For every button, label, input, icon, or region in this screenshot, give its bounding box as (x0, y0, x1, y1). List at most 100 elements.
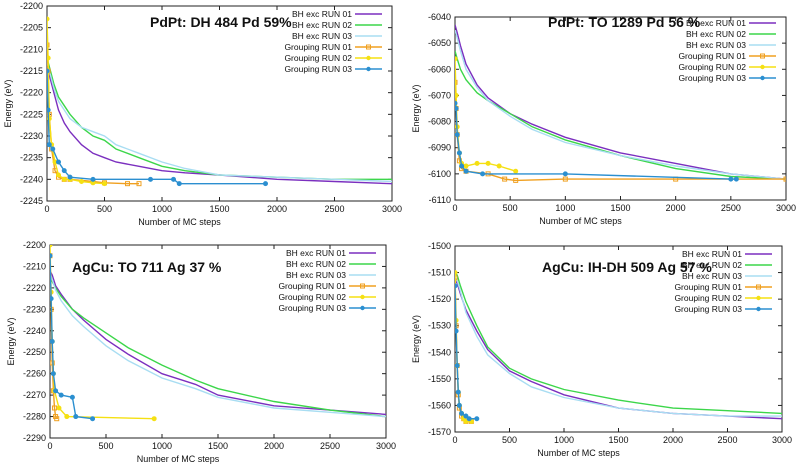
x-tick-label: 2000 (666, 203, 686, 213)
chart-panel-2: 0 500 1000 1500 2000 2500 3000 -6110 -6100 -6090 -… (411, 12, 796, 226)
y-tick-label: -2240 (20, 174, 43, 184)
series-1 (47, 66, 392, 185)
data-point (496, 163, 502, 169)
legend-label: Grouping RUN 02 (678, 62, 746, 72)
data-point (455, 100, 458, 106)
data-point (474, 160, 480, 166)
y-tick-label: -2290 (23, 433, 46, 443)
series-3 (50, 272, 386, 418)
data-point (455, 56, 458, 62)
y-tick-label: -6110 (429, 195, 451, 205)
legend-marker (360, 294, 365, 300)
series-line (455, 103, 737, 180)
data-point (58, 392, 64, 398)
y-tick-label: -2280 (23, 412, 46, 422)
data-point (733, 176, 739, 182)
data-point (50, 296, 54, 302)
data-point (455, 363, 460, 369)
x-tick-label: 0 (44, 204, 49, 214)
x-tick-label: 3000 (382, 204, 402, 214)
x-tick-label: 2500 (721, 203, 741, 213)
x-tick-label: 1000 (554, 435, 574, 445)
x-tick-label: 2500 (320, 441, 340, 451)
legend-label: BH exc RUN 01 (286, 248, 346, 258)
data-point (47, 16, 50, 22)
data-point (455, 106, 459, 111)
y-tick-label: -1530 (428, 321, 451, 331)
y-tick-label: -1560 (428, 400, 451, 410)
data-point (47, 68, 50, 74)
data-point (562, 171, 568, 177)
legend-label: BH exc RUN 02 (686, 29, 746, 39)
x-tick-label: 1000 (152, 204, 172, 214)
legend-label: BH exc RUN 02 (292, 20, 352, 30)
y-tick-label: -2240 (23, 326, 46, 336)
series-6 (455, 100, 739, 182)
legend-marker (366, 66, 371, 72)
data-point (456, 402, 462, 408)
x-tick-label: 2000 (663, 435, 683, 445)
y-tick-label: -2260 (23, 369, 46, 379)
series-line (455, 82, 786, 182)
y-tick-label: -2210 (20, 44, 43, 54)
data-point (90, 176, 96, 182)
data-point (171, 176, 177, 182)
data-point (151, 416, 157, 422)
chart-panel-1: 0 500 1000 1500 2000 2500 3000 -2245 -2240 -2235 -… (3, 1, 402, 227)
data-point (455, 389, 461, 395)
series-line (455, 29, 786, 180)
y-tick-label: -6100 (428, 169, 451, 179)
y-tick-label: -2225 (20, 109, 43, 119)
series-line (455, 50, 786, 180)
data-point (455, 132, 460, 138)
x-tick-label: 1000 (555, 203, 575, 213)
legend-label: BH exc RUN 01 (686, 18, 746, 28)
legend-label: Grouping RUN 02 (278, 292, 346, 302)
data-point (50, 339, 55, 344)
y-tick-label: -2210 (23, 261, 46, 271)
y-tick-label: -1510 (428, 268, 451, 278)
data-point (463, 418, 469, 424)
series-line (50, 255, 93, 420)
data-point (466, 416, 472, 422)
y-tick-label: -2220 (23, 283, 46, 293)
data-point (148, 176, 154, 182)
x-tick-label: 0 (452, 435, 457, 445)
y-axis-label: Energy (eV) (411, 315, 421, 363)
y-tick-label: -1550 (428, 374, 451, 384)
x-tick-label: 1000 (152, 441, 172, 451)
data-point (47, 55, 51, 61)
chart-title: PdPt: DH 484 Pd 59% (150, 14, 292, 30)
data-point (55, 159, 61, 165)
legend-label: Grouping RUN 03 (278, 303, 346, 313)
data-point (459, 163, 465, 169)
y-tick-label: -6090 (428, 143, 451, 153)
data-point (176, 181, 182, 187)
data-point (67, 174, 73, 180)
y-tick-label: -6050 (428, 38, 451, 48)
legend-label: Grouping RUN 03 (674, 304, 742, 314)
legend-label: BH exc RUN 01 (292, 9, 352, 19)
data-point (61, 176, 67, 182)
series-2 (455, 272, 782, 415)
data-point (502, 176, 508, 182)
series-3 (47, 62, 392, 183)
x-tick-label: 1500 (209, 204, 229, 214)
x-axis-label: Number of MC steps (137, 454, 220, 464)
data-point (455, 328, 459, 334)
legend-label: Grouping RUN 03 (284, 64, 352, 74)
data-point (53, 388, 59, 394)
y-tick-label: -6060 (428, 64, 451, 74)
series-2 (455, 50, 786, 180)
series-line (47, 66, 392, 185)
chart-panel-4: 0 500 1000 1500 2000 2500 3000 -1570 -1560 -1550 -… (411, 241, 792, 458)
x-axis-label: Number of MC steps (539, 216, 622, 226)
legend-label: Grouping RUN 03 (678, 73, 746, 83)
data-point (480, 171, 486, 177)
legend-marker (756, 284, 761, 290)
data-point (562, 176, 568, 182)
legend-label: BH exc RUN 01 (682, 249, 742, 259)
legend-label: Grouping RUN 01 (278, 281, 346, 291)
x-tick-label: 2500 (324, 204, 344, 214)
